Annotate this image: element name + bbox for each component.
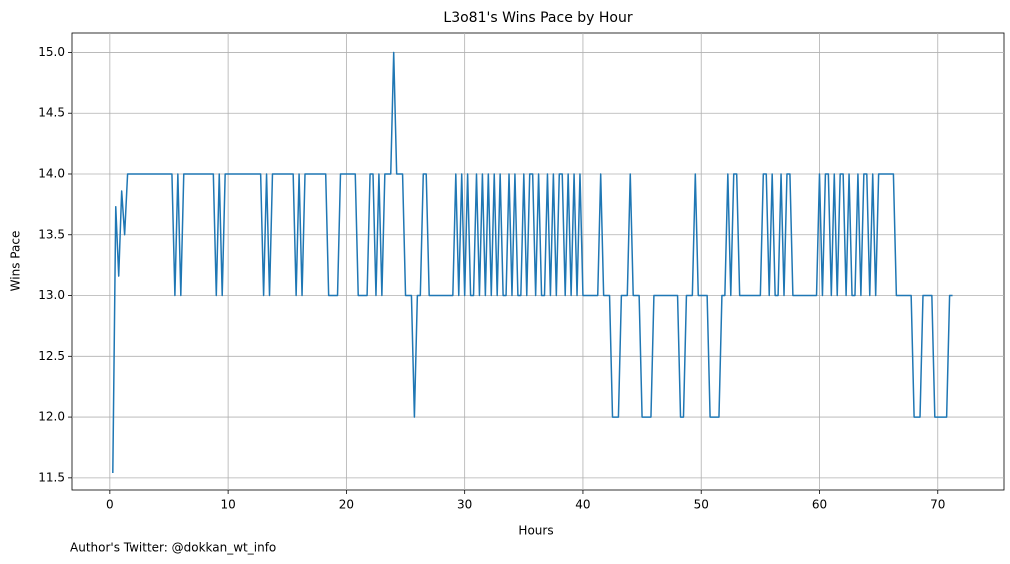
x-tick-label: 20 bbox=[339, 498, 354, 512]
y-tick-label: 14.0 bbox=[38, 166, 65, 180]
annotation: Author's Twitter: @dokkan_wt_info bbox=[70, 541, 276, 555]
y-tick-label: 13.0 bbox=[38, 288, 65, 302]
chart-title: L3o81's Wins Pace by Hour bbox=[443, 10, 632, 26]
y-tick-label: 12.5 bbox=[38, 349, 65, 363]
series-line bbox=[112, 51, 953, 473]
plot-frame bbox=[71, 32, 1005, 491]
x-tick-label: 60 bbox=[812, 498, 827, 512]
x-tick-label: 30 bbox=[457, 498, 472, 512]
x-tick-label: 40 bbox=[575, 498, 590, 512]
x-tick-label: 0 bbox=[106, 498, 114, 512]
y-axis-label: Wins Pace bbox=[9, 231, 23, 292]
y-tick-label: 13.5 bbox=[38, 227, 65, 241]
y-tick-label: 15.0 bbox=[38, 45, 65, 59]
y-tick-label: 12.0 bbox=[38, 410, 65, 424]
x-tick-label: 10 bbox=[220, 498, 235, 512]
x-axis-label: Hours bbox=[518, 524, 553, 538]
x-tick-label: 50 bbox=[694, 498, 709, 512]
y-tick-label: 14.5 bbox=[38, 106, 65, 120]
y-tick-label: 11.5 bbox=[38, 470, 65, 484]
x-tick-label: 70 bbox=[930, 498, 945, 512]
